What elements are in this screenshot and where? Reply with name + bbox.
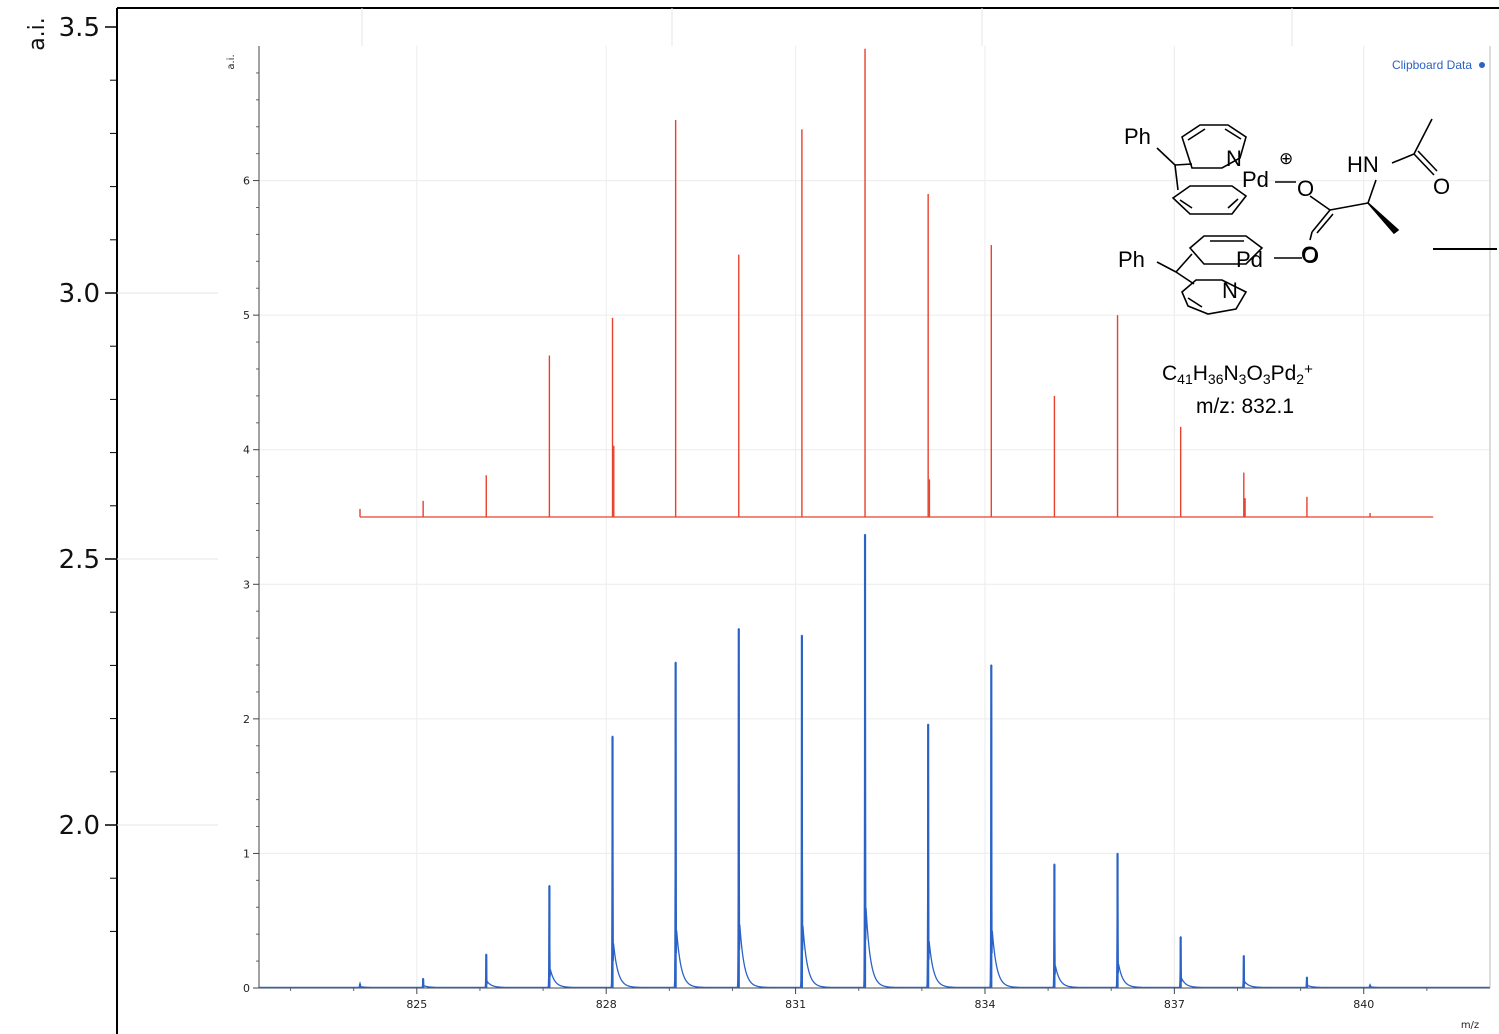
inner-x-tick-label: 837 [1164, 998, 1185, 1011]
molecular-formula: C41H36N3O3Pd2+ [1162, 361, 1313, 387]
theoretical-spectrum [359, 48, 1434, 518]
inner-x-tick-label: 834 [974, 998, 995, 1011]
bond [1417, 150, 1438, 172]
inner-y-tick-label: 1 [243, 847, 250, 860]
positive-charge-label: ⊕ [1279, 149, 1293, 168]
inner-x-tick-label: 831 [785, 998, 806, 1011]
carbonyl-oxygen-label: O [1433, 174, 1450, 199]
inner-x-tick-label: 825 [406, 998, 427, 1011]
bond [1309, 195, 1331, 211]
inner-y-tick-label: 0 [243, 982, 250, 995]
bond [1156, 261, 1177, 273]
inner-y-tick-label: 6 [243, 175, 250, 188]
nitrogen-label-bottom: N [1222, 278, 1238, 303]
bond [1187, 128, 1206, 141]
bond [1224, 128, 1242, 140]
inner-x-axis-label: m/z [1461, 1020, 1479, 1031]
wedge-bond [1367, 202, 1400, 235]
oxygen-label-bottom-2: O [1302, 243, 1319, 268]
upper-pyridine-ring [1181, 124, 1247, 169]
bond [1187, 297, 1203, 308]
formula-part: 2 [1296, 371, 1304, 387]
bond [1156, 147, 1176, 166]
lower-phenylene-ring [1188, 235, 1264, 265]
inner-x-axis: 825 828 831 834 837 840 [290, 988, 1428, 1011]
outer-y-tick-label: 2.0 [59, 811, 100, 841]
bond [1311, 209, 1331, 233]
bond [1175, 253, 1193, 273]
bond [1174, 164, 1179, 191]
formula-part: H [1193, 362, 1208, 385]
outer-y-tick-label: 3.0 [59, 279, 100, 309]
structure-labels: Ph N Pd ⊕ O HN O O Ph Pd O N [1118, 124, 1450, 303]
legend-marker [1479, 62, 1485, 68]
measured-spectrum [259, 533, 1490, 989]
phenyl-label-bottom: Ph [1118, 247, 1145, 272]
inner-x-tick-label: 840 [1353, 998, 1374, 1011]
chemical-structure [1156, 118, 1497, 315]
bond [1309, 231, 1313, 241]
measured-profile-line [259, 533, 1490, 989]
legend-label: Clipboard Data [1392, 58, 1472, 72]
bond [1175, 271, 1195, 285]
bond [1367, 179, 1377, 204]
upper-phenylene-ring [1171, 185, 1248, 215]
bond [1391, 153, 1415, 164]
bond [1316, 213, 1334, 234]
formula-part: C [1162, 362, 1177, 385]
formula-part: 41 [1177, 371, 1193, 387]
formula-part: Pd [1271, 362, 1297, 385]
formula-part: 36 [1208, 371, 1224, 387]
formula-part: O [1246, 362, 1262, 385]
bond [1174, 163, 1193, 166]
inner-y-axis: 0 1 2 3 4 5 6 [243, 72, 259, 995]
inner-y-tick-label: 5 [243, 309, 250, 322]
inner-y-axis-label: a.i. [226, 54, 237, 69]
bond [1413, 153, 1435, 176]
palladium-label-top: Pd [1242, 167, 1269, 192]
outer-y-tick-label: 2.5 [59, 545, 100, 575]
outer-frame [116, 7, 1499, 1034]
outer-y-axis: 3.5 3.0 2.5 2.0 [59, 8, 1293, 932]
inner-x-tick-label: 828 [596, 998, 617, 1011]
mz-label: m/z: 832.1 [1196, 395, 1294, 418]
legend: Clipboard Data [1392, 58, 1485, 72]
formula-part: N [1224, 362, 1239, 385]
inner-y-tick-label: 2 [243, 713, 250, 726]
palladium-label-bottom: Pd [1236, 247, 1263, 272]
inner-y-tick-label: 3 [243, 578, 250, 591]
outer-y-tick-label: 3.5 [59, 13, 100, 43]
formula-part: + [1304, 361, 1313, 378]
oxygen-label-top: O [1297, 176, 1314, 201]
bond [1413, 118, 1433, 155]
inner-y-tick-label: 4 [243, 444, 250, 457]
formula-part: 3 [1239, 371, 1247, 387]
outer-y-axis-label: a.i. [25, 17, 50, 51]
bond [1179, 199, 1193, 209]
amide-nh-label: HN [1347, 152, 1379, 177]
phenyl-label-top: Ph [1124, 124, 1151, 149]
lower-pyridine-ring [1181, 279, 1248, 315]
nitrogen-label-top: N [1226, 146, 1242, 171]
bond [1227, 198, 1239, 209]
formula-part: 3 [1263, 371, 1271, 387]
oxygen-label-bottom: O [1301, 242, 1318, 267]
bond [1329, 202, 1369, 211]
inner-plot: 0 1 2 3 4 5 6 825 828 831 834 837 840 a.i. m/z [226, 46, 1491, 1031]
